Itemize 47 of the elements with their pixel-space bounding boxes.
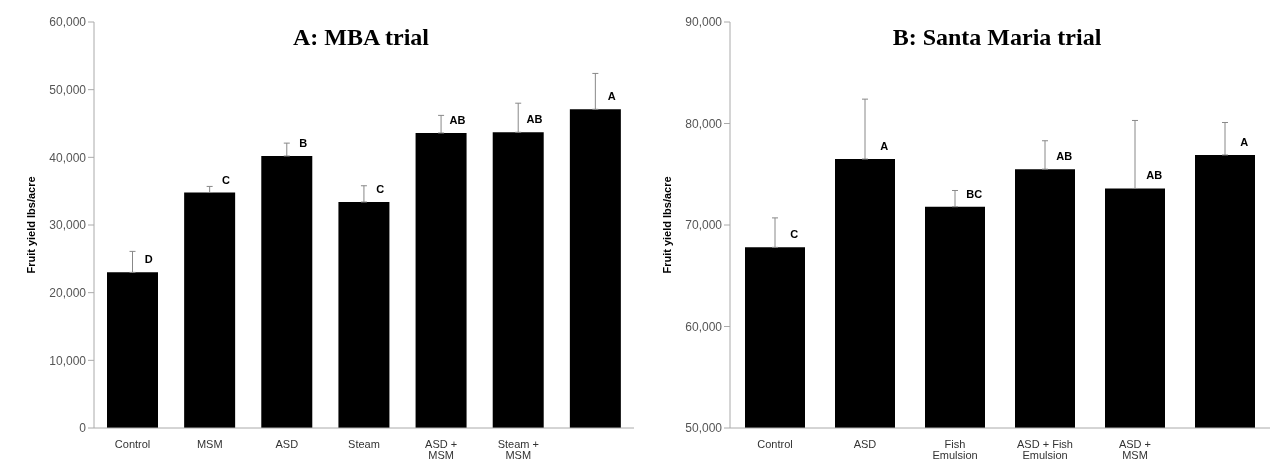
bar [569,109,621,428]
x-tick-label: Control [114,437,151,450]
bar [338,201,390,428]
y-tick-label: 60,000 [685,319,723,334]
bar [184,192,236,428]
y-tick-label: 30,000 [49,218,87,233]
y-axis-title: Fruit yield lbs/acre [660,176,673,274]
x-tick-label: Fish Emulsion [932,437,978,461]
bar [107,272,158,428]
data-label: AB [1056,150,1073,163]
data-label: B [299,136,308,149]
y-tick-label: 50,000 [685,421,723,436]
x-tick-label: Control [757,437,793,450]
data-label: AB [526,113,543,126]
data-label: D [144,253,153,266]
data-label: C [790,228,799,241]
y-tick-label: 10,000 [49,353,87,368]
chart-title: A: MBA trial [292,24,430,51]
data-label: C [376,182,385,195]
data-label: BC [966,187,983,200]
y-tick-label: 20,000 [49,285,87,300]
bar [261,155,313,428]
y-tick-label: 70,000 [685,218,723,233]
x-tick-label: ASD [853,437,877,450]
x-tick-label: ASD + Fish Emulsion [1017,437,1073,461]
x-tick-label: ASD + MSM [425,437,458,461]
bar [492,132,544,428]
y-tick-label: 90,000 [685,15,723,30]
y-tick-label: 40,000 [49,150,87,165]
y-axis-title: Fruit yield lbs/acre [24,176,37,274]
x-tick-label: Steam [348,437,380,450]
chart-title: B: Santa Maria trial [891,24,1103,51]
y-tick-label: 50,000 [49,82,87,97]
x-tick-label: MSM [196,437,223,450]
y-tick-label: 80,000 [685,116,723,131]
data-label: C [221,173,230,186]
y-tick-label: 60,000 [49,15,87,30]
bar [415,132,467,428]
x-tick-label: ASD + MSM [1118,437,1152,461]
data-label: AB [449,113,466,126]
y-tick-label: 0 [79,421,87,436]
x-tick-label: Steam + MSM [497,437,539,461]
x-tick-label: ASD [275,437,299,450]
data-label: AB [1146,169,1163,182]
data-label: A [607,90,616,103]
data-label: A [1240,135,1249,148]
data-label: A [880,140,889,153]
